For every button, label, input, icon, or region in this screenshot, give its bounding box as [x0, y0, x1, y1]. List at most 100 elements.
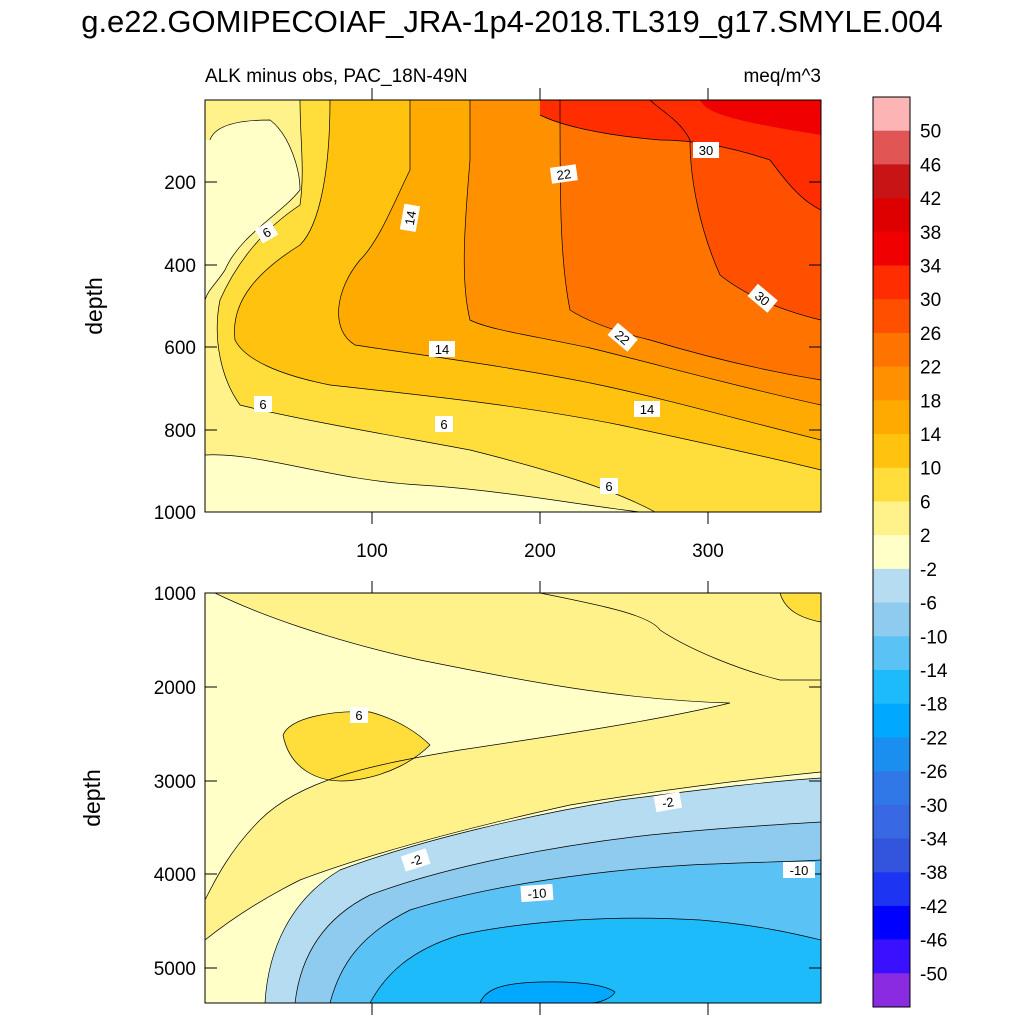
upper-panel-frame: [204, 99, 822, 513]
colorbar-label: 26: [920, 324, 941, 345]
colorbar-label: -18: [920, 695, 947, 716]
y-tick-upper: 200: [164, 173, 196, 194]
x-tick: 200: [524, 541, 556, 562]
contour-label: 6: [355, 708, 362, 723]
colorbar-label: -50: [920, 964, 947, 985]
colorbar-label: 46: [920, 155, 941, 176]
contour-label: -2: [408, 852, 424, 870]
contour-label: 22: [556, 166, 572, 183]
lower-panel-ticks: [205, 581, 821, 1015]
y-tick-lower: 3000: [154, 772, 196, 793]
colorbar-swatch: [873, 669, 910, 704]
colorbar-swatch: [873, 771, 910, 806]
colorbar-swatch: [873, 838, 910, 873]
contour-label: 14: [402, 209, 419, 226]
colorbar-swatch: [873, 332, 910, 367]
colorbar-label: -38: [920, 863, 947, 884]
colorbar-swatch: [873, 434, 910, 469]
colorbar-swatch: [873, 872, 910, 907]
band-neg2-2-deep: [205, 454, 640, 512]
band-2-6-top-right: [540, 593, 821, 680]
upper-contour-labels: 30 22 14 6 6 14 22 30 6 14 6: [254, 142, 778, 494]
contour-label: 6: [605, 479, 612, 494]
band-neg2-2-surface: [205, 120, 300, 300]
y-tick-upper: 1000: [154, 503, 196, 524]
y-tick-lower: 5000: [154, 959, 196, 980]
colorbar-label: 2: [920, 526, 931, 547]
colorbar-label: 50: [920, 122, 941, 143]
colorbar-label: 42: [920, 189, 941, 210]
colorbar-label: -22: [920, 728, 947, 749]
y-tick-upper: 600: [164, 338, 196, 359]
colorbar-swatch: [873, 299, 910, 334]
colorbar: [872, 96, 911, 1008]
lower-contour-labels: 6 -2 -2 -10 -10: [350, 707, 815, 903]
band-30-34: [540, 100, 821, 210]
y-tick-lower: 4000: [154, 865, 196, 886]
colorbar-swatch: [873, 400, 910, 435]
y-tick-lower: 2000: [154, 678, 196, 699]
band-6-10-blob: [283, 711, 430, 781]
band-neg22-neg18: [480, 981, 615, 1003]
colorbar-label: -6: [920, 594, 937, 615]
colorbar-swatch: [873, 939, 910, 974]
colorbar-swatch: [873, 231, 910, 266]
colorbar-label: -46: [920, 931, 947, 952]
subtitle-left: ALK minus obs, PAC_18N-49N: [205, 66, 468, 87]
colorbar-swatch: [873, 130, 910, 165]
lower-panel-frame: [204, 592, 822, 1004]
colorbar-label: 18: [920, 391, 941, 412]
colorbar-labels: 50 46 42 38 34 30 26 22 18 14 10 6 2 -2 -6 -10 -14 -18 -22…: [920, 122, 948, 986]
contour-label: -2: [661, 794, 675, 811]
colorbar-swatch: [873, 467, 910, 502]
colorbar-label: 22: [920, 358, 941, 379]
contour-label: 6: [440, 417, 447, 432]
contour-label: -10: [790, 863, 809, 878]
colorbar-swatch: [873, 636, 910, 671]
colorbar-label: 10: [920, 459, 941, 480]
contour-label: 14: [640, 402, 654, 417]
colorbar-frame: [872, 96, 911, 1008]
colorbar-swatch: [873, 568, 910, 603]
colorbar-label: 38: [920, 223, 941, 244]
colorbar-swatch: [873, 164, 910, 199]
y-tick-upper: 400: [164, 256, 196, 277]
colorbar-swatch: [873, 804, 910, 839]
colorbar-swatch: [873, 501, 910, 536]
colorbar-swatch: [873, 703, 910, 738]
colorbar-swatch: [873, 737, 910, 772]
x-tick: 100: [356, 541, 388, 562]
colorbar-swatch: [873, 973, 910, 1008]
subtitle-units: meq/m^3: [743, 66, 821, 87]
contour-label: 30: [699, 143, 713, 158]
colorbar-swatch: [873, 905, 910, 940]
upper-panel-ticks: [205, 88, 821, 524]
colorbar-swatch: [873, 602, 910, 637]
figure-title: g.e22.GOMIPECOIAF_JRA-1p4-2018.TL319_g17…: [81, 4, 943, 39]
contour-label: 6: [259, 397, 266, 412]
colorbar-swatch: [873, 535, 910, 570]
colorbar-swatch: [873, 366, 910, 401]
y-axis-label-upper: depth: [81, 277, 107, 335]
colorbar-label: 6: [920, 492, 931, 513]
colorbar-label: -2: [920, 560, 937, 581]
band-6-10-top-right: [780, 593, 821, 622]
colorbar-label: -26: [920, 762, 947, 783]
y-tick-lower: 1000: [154, 584, 196, 605]
y-axis-label-lower: depth: [79, 769, 105, 827]
band-neg18-neg14: [370, 918, 821, 1003]
band-34-38: [700, 100, 821, 135]
colorbar-label: 34: [920, 257, 942, 278]
upper-panel-fill: [205, 100, 821, 512]
y-tick-upper: 800: [164, 421, 196, 442]
colorbar-label: -34: [920, 829, 948, 850]
colorbar-label: -30: [920, 796, 947, 817]
contour-label: 14: [435, 342, 449, 357]
colorbar-swatch: [873, 97, 910, 132]
band-neg2-2-upper: [205, 593, 730, 900]
colorbar-label: -42: [920, 897, 947, 918]
colorbar-label: 30: [920, 290, 941, 311]
colorbar-swatch: [873, 198, 910, 233]
x-tick: 300: [692, 541, 724, 562]
